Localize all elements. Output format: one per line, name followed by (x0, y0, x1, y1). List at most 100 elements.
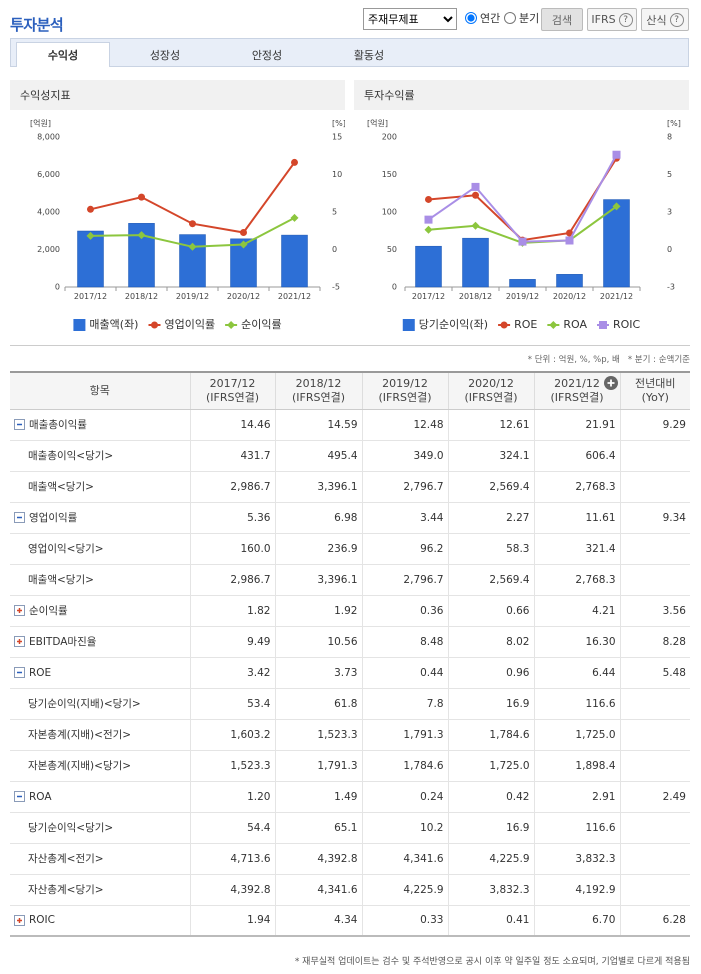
legend-marker (500, 321, 508, 329)
row-label-cell: 자본총계(지배)<전기> (10, 719, 190, 751)
period-label: 2018/12 (295, 376, 342, 390)
value-cell: 1.92 (274, 594, 362, 627)
value-cell: 4,225.9 (447, 843, 534, 875)
table-row: 자본총계(지배)<전기> 1,603.2 1,523.3 1,791.3 1,784.6… (10, 719, 690, 751)
x-tick-label: 2019/12 (176, 292, 209, 301)
add-column-icon[interactable] (603, 376, 618, 390)
bar (179, 234, 206, 288)
row-label-text: ROIC (29, 914, 55, 927)
search-button[interactable]: 검색 (541, 8, 583, 31)
row-label: 영업이익률 (14, 510, 186, 525)
yoy-cell (619, 471, 690, 503)
value-cell: 495.4 (274, 440, 362, 472)
value-cell: 1,523.3 (189, 750, 275, 782)
yoy-cell (619, 440, 690, 472)
row-label: EBITDA마진율 (14, 634, 186, 649)
x-tick-label: 2020/12 (553, 292, 586, 301)
bar (281, 234, 308, 288)
value-cell: 3.44 (361, 501, 448, 534)
toggle-icon[interactable] (14, 667, 25, 678)
y-tick-label: 0 (667, 245, 672, 254)
value-cell: 1,791.3 (274, 750, 362, 782)
notes: * 단위 : 억원, %, %p, 배 * 분기 : 순액기준 (528, 353, 690, 365)
toggle-icon[interactable] (14, 419, 25, 430)
yoy-cell: 5.48 (619, 656, 690, 689)
value-cell: 2,986.7 (189, 564, 275, 596)
tab[interactable]: 안정성 (251, 48, 283, 62)
value-cell: 324.1 (447, 440, 534, 472)
header-cell: 2018/12 (IFRS연결) (274, 372, 362, 410)
y2-axis-unit: [%] (667, 119, 681, 128)
chart-panel: 투자수익률 0 50 100 150 200 -3 0 3 5 8 [억원] [%] 2017/12 201… (354, 80, 689, 335)
value-cell: 3,396.1 (274, 564, 362, 596)
row-label-text: 매출총이익<당기> (28, 450, 114, 462)
x-tick-label: 2017/12 (74, 292, 107, 301)
row-label-cell: ROE (10, 656, 190, 689)
value-cell: 10.56 (274, 625, 362, 658)
period-note: * 분기 : 순액기준 (627, 355, 690, 365)
row-label-cell: 자본총계(지배)<당기> (10, 750, 190, 782)
row-label: 당기순이익(지배)<당기> (14, 696, 186, 711)
legend-item: ROIC (596, 318, 641, 331)
toggle-icon[interactable] (14, 512, 25, 523)
table-row: 자본총계(지배)<당기> 1,523.3 1,791.3 1,784.6 1,725.0… (10, 750, 690, 782)
y-tick-label: 3 (667, 208, 672, 217)
x-tick-label: 2021/12 (600, 292, 633, 301)
value-cell: 6.98 (274, 501, 362, 534)
report-select[interactable]: 주재무제표 (363, 8, 457, 30)
tab[interactable]: 수익성 (16, 42, 110, 67)
value-cell: 2.91 (533, 780, 620, 813)
value-cell: 7.8 (361, 688, 448, 720)
toggle-icon[interactable] (14, 636, 25, 647)
value-cell: 1,784.6 (447, 719, 534, 751)
y-tick-label: 0 (392, 283, 397, 292)
y-tick-label: 150 (382, 170, 397, 179)
yoy-cell (619, 719, 690, 751)
value-cell: 5.36 (189, 501, 275, 534)
line-marker (239, 240, 248, 249)
value-cell: 11.61 (533, 501, 620, 534)
tab[interactable]: 성장성 (149, 48, 181, 62)
value-cell: 65.1 (274, 812, 362, 844)
radio-annual[interactable]: 연간 (465, 10, 500, 26)
row-label-cell: 매출총이익률 (10, 409, 190, 441)
value-cell: 1.20 (189, 780, 275, 813)
value-cell: 431.7 (189, 440, 275, 472)
ifrs-button[interactable]: IFRS? (587, 8, 637, 31)
radio-quarter[interactable]: 분기 (504, 10, 539, 26)
value-cell: 1.49 (274, 780, 362, 813)
value-cell: 0.33 (361, 904, 448, 937)
legend-item: 매출액(좌) (73, 318, 138, 331)
radio-input[interactable] (504, 12, 516, 24)
x-tick-label: 2018/12 (459, 292, 492, 301)
value-cell: 2,986.7 (189, 471, 275, 503)
line-marker (565, 236, 574, 245)
legend-swatch (402, 319, 415, 331)
value-cell: 8.48 (361, 625, 448, 658)
y-tick-label: 0 (55, 283, 60, 292)
legend-swatch (73, 319, 86, 331)
toggle-icon[interactable] (14, 914, 25, 926)
legend-label: 영업이익률 (164, 318, 215, 331)
period-label: 2019/12 (382, 376, 428, 390)
y-axis-unit: [억원] (367, 118, 388, 128)
value-cell: 606.4 (533, 440, 620, 472)
value-cell: 3.42 (189, 656, 275, 689)
tab[interactable]: 활동성 (353, 48, 385, 62)
y-tick-label: 6,000 (37, 170, 60, 179)
yoy-cell: 2.49 (619, 780, 690, 813)
y-tick-label: 50 (387, 245, 397, 254)
radio-input[interactable] (465, 12, 477, 24)
row-label-cell: ROIC (10, 904, 190, 937)
row-label: 순이익률 (14, 603, 186, 618)
formula-button[interactable]: 산식? (641, 8, 689, 31)
button-label: IFRS (591, 13, 616, 26)
value-cell: 4,392.8 (274, 843, 362, 875)
period-basis: (IFRS연결) (464, 390, 518, 404)
toggle-icon[interactable] (14, 791, 25, 802)
y-tick-label: 10 (332, 170, 342, 179)
y-tick-label: 8 (667, 133, 672, 142)
toggle-icon[interactable] (14, 605, 25, 616)
value-cell: 58.3 (447, 533, 534, 565)
table-row: ROE 3.42 3.73 0.44 0.96 6.44 5.48 (10, 656, 690, 689)
